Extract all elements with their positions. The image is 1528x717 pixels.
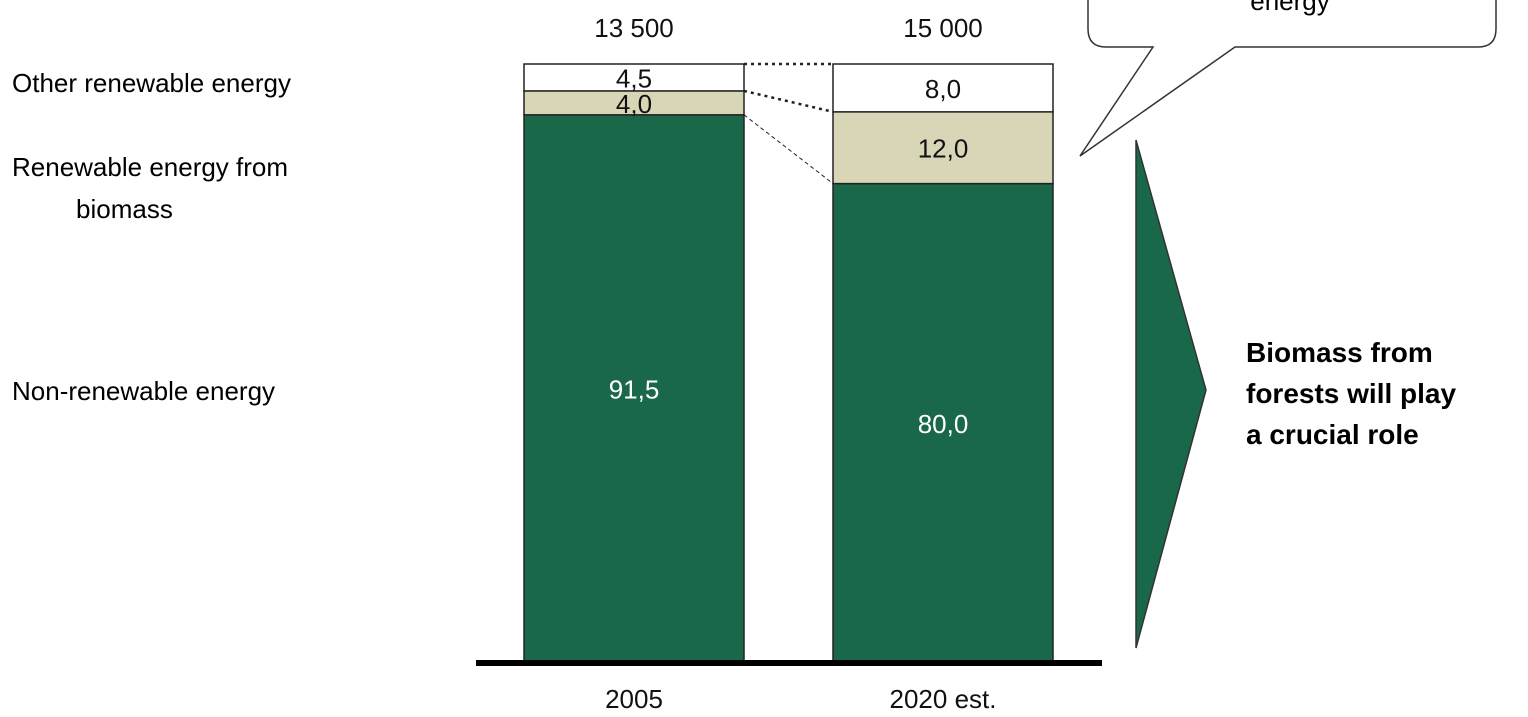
value-label-3-cat-2: 8,0 [925,74,961,104]
legend-label-other: Other renewable energy [12,68,291,98]
value-label-2-cat-2: 12,0 [918,134,969,164]
value-label-3-cat-1: 4,5 [616,63,652,93]
legend-label-nonrenewable: Non-renewable energy [12,376,275,406]
connector-lines [744,64,833,184]
bars-layer [524,64,1053,662]
category-label-cat-1: 2005 [605,684,663,714]
annotation-line-2: forests will play [1246,378,1456,409]
value-label-1-cat-2: 80,0 [918,409,969,439]
legend-label-biomass-line1: Renewable energy from [12,152,288,182]
total-label-cat-1: 13 500 [594,13,674,43]
connector-line-1 [744,115,833,184]
total-label-cat-2: 15 000 [903,13,983,43]
category-label-cat-2: 2020 est. [890,684,997,714]
connector-line-2 [744,91,833,112]
annotation-line-1: Biomass from [1246,337,1433,368]
callout-bubble [1080,0,1496,156]
annotation-line-3: a crucial role [1246,419,1419,450]
arrow-shape [1136,140,1206,648]
legend-label-biomass-line2: biomass [76,194,173,224]
value-label-1-cat-1: 91,5 [609,374,660,404]
callout-text: energy [1250,0,1330,16]
